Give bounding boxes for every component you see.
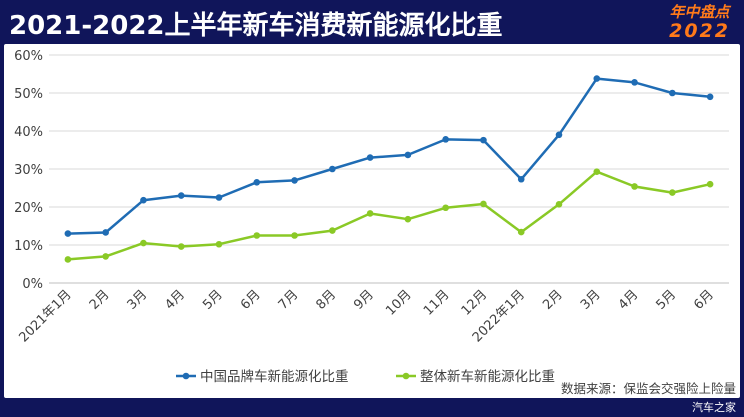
data-point <box>517 228 525 236</box>
x-tick-label: 4月 <box>616 287 642 313</box>
data-point <box>366 210 374 217</box>
x-tick-label: 5月 <box>200 287 226 313</box>
data-point <box>404 215 412 223</box>
x-tick-label: 5月 <box>654 287 680 313</box>
x-tick-label: 8月 <box>314 287 340 313</box>
footer-bar: 汽车之家 <box>0 398 744 417</box>
brand-logo-line1: 年中盘点 <box>669 3 730 21</box>
data-point <box>102 229 109 236</box>
y-tick-label: 20% <box>14 201 43 216</box>
data-point <box>64 256 72 263</box>
y-tick-label: 60% <box>14 49 43 64</box>
data-point <box>366 154 374 161</box>
x-tick-label: 6月 <box>238 287 264 313</box>
data-point <box>177 192 185 199</box>
data-point <box>593 75 601 82</box>
data-point <box>140 196 147 204</box>
chart-panel: 0% 10% 20% 30% 40% 50% 60% 2021年1月 2月 3月 4月 5月 6月 7月 8… <box>4 44 740 398</box>
data-point <box>215 240 223 248</box>
data-point <box>706 93 714 101</box>
watermark: 汽车之家 <box>692 401 736 414</box>
data-point <box>706 180 714 188</box>
legend-swatch-marker <box>402 372 410 380</box>
data-point <box>253 232 261 239</box>
y-tick-label: 0% <box>22 277 43 292</box>
legend-label: 整体新车新能源化比重 <box>420 368 555 385</box>
y-tick-label: 30% <box>14 163 43 178</box>
data-point <box>593 168 601 175</box>
x-tick-label: 2月 <box>540 287 566 313</box>
data-point <box>442 136 449 143</box>
y-tick-label: 50% <box>14 87 43 102</box>
data-point <box>555 131 563 139</box>
data-point <box>631 79 638 86</box>
data-point <box>102 253 109 260</box>
legend-swatch-marker <box>182 372 190 380</box>
data-point <box>215 194 223 201</box>
x-tick-label: 2月 <box>87 287 113 313</box>
data-point <box>480 136 487 144</box>
data-point <box>329 165 336 173</box>
data-point <box>480 200 487 208</box>
source-note: 数据来源：保监会交强险上险量 <box>561 381 736 396</box>
legend-label: 中国品牌车新能源化比重 <box>200 368 349 385</box>
data-point <box>669 89 676 97</box>
data-point <box>669 189 676 196</box>
data-point <box>291 232 298 239</box>
series-line-2 <box>67 170 711 261</box>
data-point <box>329 227 336 234</box>
x-tick-label: 3月 <box>578 287 604 313</box>
data-point <box>555 201 563 208</box>
brand-logo-line2: 2022 <box>669 20 730 42</box>
y-tick-label: 40% <box>14 125 43 140</box>
data-point <box>253 179 261 186</box>
title-bar: 2021-2022上半年新车消费新能源化比重 年中盘点 2022 <box>0 0 744 44</box>
x-tick-label: 9月 <box>351 287 377 313</box>
brand-logo: 年中盘点 2022 <box>669 3 730 41</box>
data-point <box>291 177 298 184</box>
x-tick-label: 7月 <box>276 287 302 313</box>
x-tick-label: 2021年1月 <box>16 287 74 345</box>
series-line-1 <box>67 77 711 235</box>
data-point <box>631 183 638 190</box>
x-tick-label: 6月 <box>691 287 717 313</box>
y-tick-label: 10% <box>14 239 43 254</box>
x-tick-label: 10月 <box>383 287 414 318</box>
data-point <box>517 175 525 183</box>
x-tick-label: 4月 <box>162 287 188 313</box>
page-title: 2021-2022上半年新车消费新能源化比重 <box>9 11 503 41</box>
data-point <box>177 243 185 250</box>
x-tick-label: 3月 <box>125 287 151 313</box>
x-tick-label: 11月 <box>421 287 452 318</box>
data-point <box>404 151 412 159</box>
line-chart: 0% 10% 20% 30% 40% 50% 60% 2021年1月 2月 3月 4月 5月 6月 7月 8… <box>14 49 736 396</box>
data-point <box>140 239 147 247</box>
data-point <box>442 204 449 212</box>
x-tick-label: 12月 <box>459 287 490 318</box>
data-point <box>64 230 72 237</box>
